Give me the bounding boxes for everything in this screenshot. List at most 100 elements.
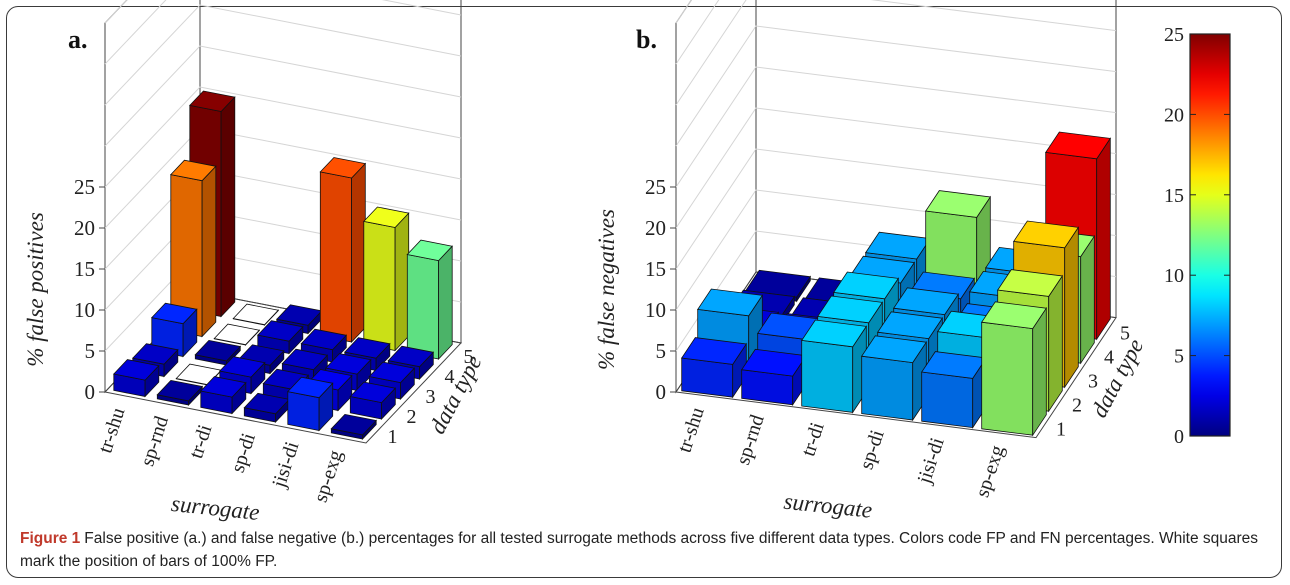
bar-tr-shu-type3 xyxy=(151,302,198,358)
grid-line xyxy=(675,0,1117,106)
bar-top xyxy=(325,353,372,375)
data-type-label-4: 4 xyxy=(1104,347,1114,369)
category-label-jisi-di: jisi-di xyxy=(268,439,304,492)
bar-sp-exg-type1 xyxy=(981,301,1047,437)
z-axis-title: % false negatives xyxy=(594,209,619,370)
grid-line xyxy=(675,0,692,24)
white-square xyxy=(213,323,261,346)
bar-side xyxy=(1048,274,1063,413)
colorbar-tick-label: 5 xyxy=(1174,346,1184,368)
bar-sp-di-type1 xyxy=(861,335,927,422)
grid-line xyxy=(675,189,1117,311)
bar-side xyxy=(1064,226,1079,389)
category-label-tr-shu: tr-shu xyxy=(94,405,129,456)
bar-sp-rnd-type5 xyxy=(232,303,280,327)
grid-line xyxy=(104,86,462,188)
grid-line xyxy=(675,0,720,65)
bar-top xyxy=(219,356,266,378)
bar-top xyxy=(1045,131,1111,160)
grid-line xyxy=(675,25,1117,147)
figure-caption: Figure 1 False positive (a.) and false ne… xyxy=(20,527,1270,573)
bar-top xyxy=(1013,220,1079,249)
data-type-label-4: 4 xyxy=(445,366,455,388)
bar-front xyxy=(801,339,854,413)
bar-jisi-di-type1 xyxy=(287,376,334,432)
data-type-label-3: 3 xyxy=(1088,371,1098,393)
z-axis-title: % false positives xyxy=(23,212,48,367)
bar-top xyxy=(189,90,236,112)
z-tick-label: 25 xyxy=(645,175,666,199)
bar-top xyxy=(406,239,453,262)
data-type-label-1: 1 xyxy=(388,426,398,448)
bar-top xyxy=(861,335,927,364)
colorbar-tick-label: 15 xyxy=(1164,185,1184,207)
z-tick-label: 5 xyxy=(85,339,96,363)
bar-top xyxy=(363,206,410,228)
bar-sp-rnd-type1 xyxy=(156,379,204,407)
colorbar-tick-label: 25 xyxy=(1164,24,1184,46)
bar-front xyxy=(319,171,353,343)
bar-top xyxy=(697,288,763,317)
category-label-sp-di: sp-di xyxy=(855,427,888,472)
bar-top xyxy=(981,301,1047,330)
bar-sp-rnd-type4 xyxy=(213,323,261,347)
bar-top xyxy=(877,311,943,340)
z-tick-label: 5 xyxy=(656,339,667,363)
grid-line xyxy=(104,45,462,147)
bar-front xyxy=(681,357,734,398)
z-tick-label: 15 xyxy=(74,257,95,281)
figure-label: Figure 1 xyxy=(20,530,81,547)
colorbar: 0 5 10 15 20 25 xyxy=(1164,24,1231,448)
bar-side xyxy=(201,165,217,338)
panel-label: a. xyxy=(68,25,88,54)
grid-line xyxy=(104,4,462,106)
bar-side xyxy=(351,162,366,344)
z-tick-label: 10 xyxy=(645,298,666,322)
bar-side xyxy=(438,245,453,361)
bar-front xyxy=(981,321,1034,436)
bar-top xyxy=(257,320,304,342)
grid-line xyxy=(675,107,1117,229)
bar-top xyxy=(833,271,899,300)
category-label-sp-rnd: sp-rnd xyxy=(136,413,173,468)
data-type-label-2: 2 xyxy=(407,406,417,428)
bar-top xyxy=(200,376,247,398)
x-axis-title: surrogate xyxy=(170,491,261,525)
bar-sp-exg-type1 xyxy=(330,413,377,441)
bar-side xyxy=(1080,234,1095,365)
bar-tr-shu-type1 xyxy=(681,337,747,399)
category-label-tr-di: tr-di xyxy=(185,422,217,462)
bar-side xyxy=(220,96,236,318)
z-tick-label: 0 xyxy=(656,380,667,404)
bar-top xyxy=(132,343,179,365)
z-tick-label: 0 xyxy=(85,380,96,404)
x-axis-title: surrogate xyxy=(783,489,874,523)
bar-top xyxy=(287,376,334,399)
bar-top xyxy=(925,190,991,218)
category-label-sp-di: sp-di xyxy=(227,430,260,475)
bar-sp-exg-type5 xyxy=(406,239,453,361)
bar-front xyxy=(406,254,440,360)
category-label-tr-shu: tr-shu xyxy=(674,405,709,456)
bar-front xyxy=(921,371,974,429)
colorbar-rect xyxy=(1189,33,1231,437)
data-type-label-5: 5 xyxy=(464,346,474,368)
caption-text: False positive (a.) and false negative (… xyxy=(20,530,1259,570)
bar-top xyxy=(281,348,329,371)
bar-top xyxy=(387,345,435,368)
bar-tr-shu-type1 xyxy=(113,359,160,398)
bar-sp-exg-type2 xyxy=(349,381,397,421)
bar-side xyxy=(394,212,410,352)
colorbar-tick-label: 10 xyxy=(1164,265,1184,287)
bar-top xyxy=(151,302,198,325)
bar-top xyxy=(300,328,348,351)
bar-sp-rnd-type1 xyxy=(741,348,807,407)
category-label-sp-exg: sp-exg xyxy=(971,443,1008,501)
bar-top xyxy=(344,337,391,359)
z-tick-label: 15 xyxy=(645,257,666,281)
bar-top xyxy=(156,379,204,402)
category-label-sp-rnd: sp-rnd xyxy=(732,412,769,467)
